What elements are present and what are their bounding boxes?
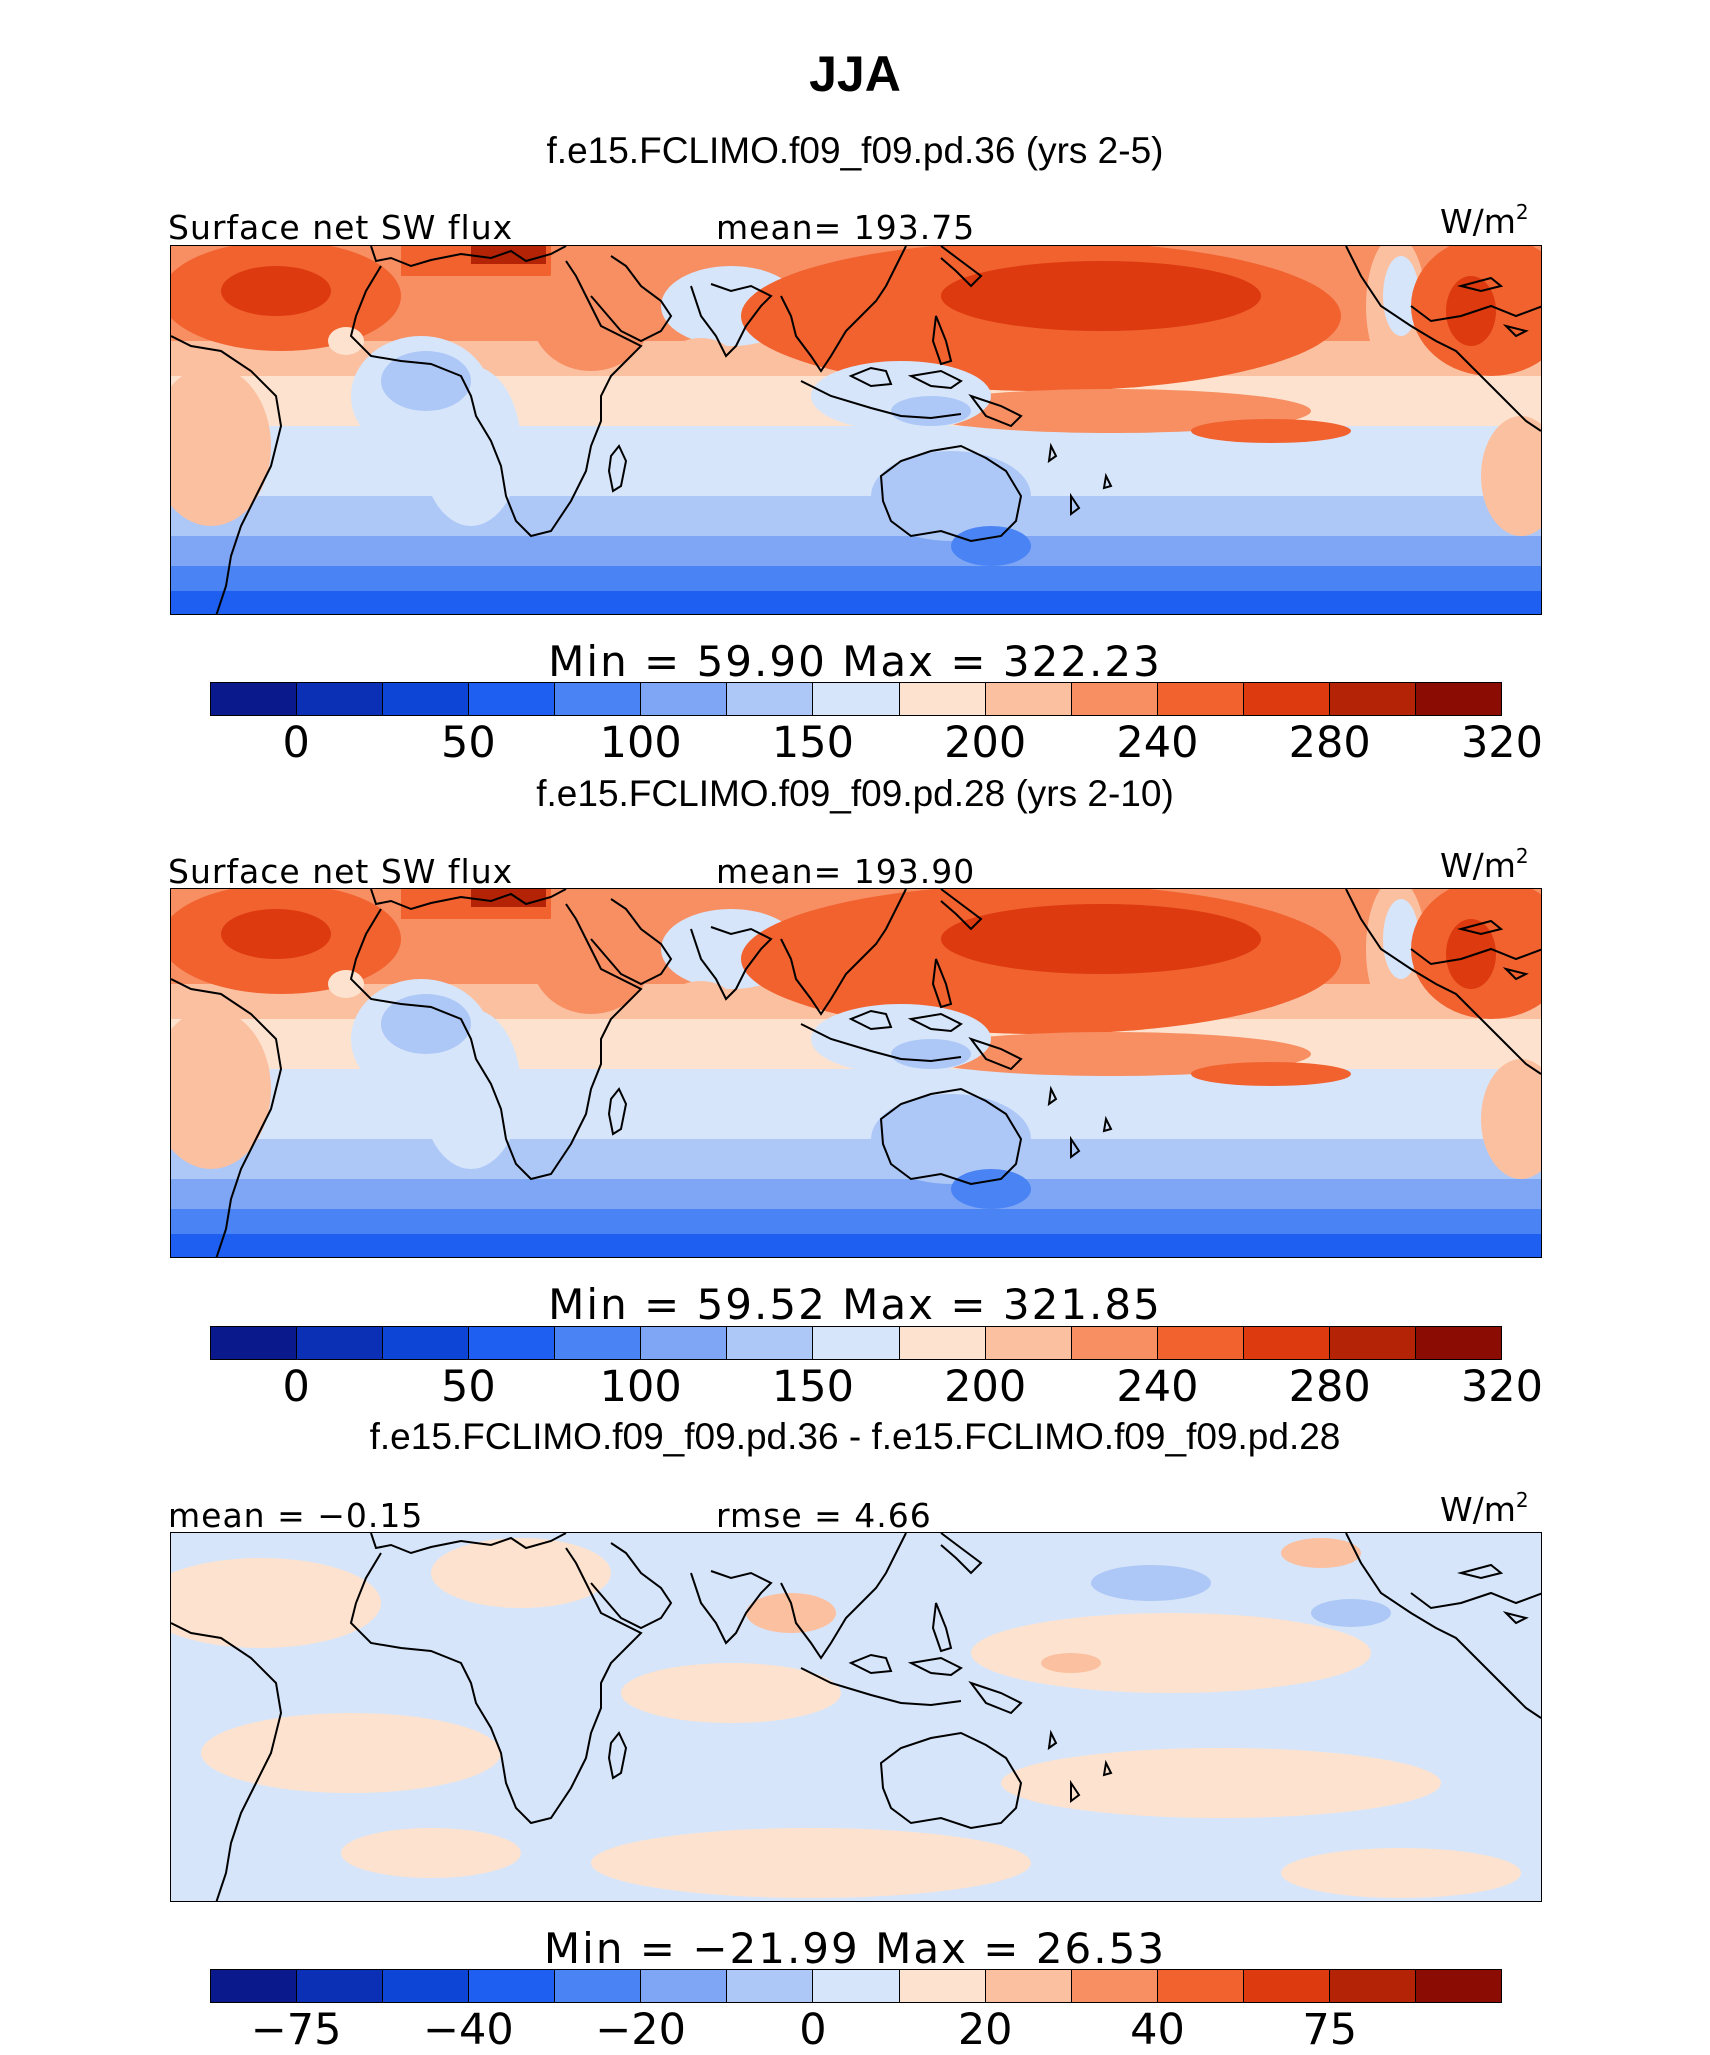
colorbar-cell (985, 1970, 1072, 2002)
panel3-rmse-label: rmse = 4.66 (716, 1496, 932, 1535)
colorbar-tick-label: 150 (771, 1362, 854, 1412)
colorbar-cell (297, 683, 384, 715)
colorbar-cell (1329, 1327, 1416, 1359)
colorbar-cell (1243, 1327, 1330, 1359)
panel1-colorbar (210, 682, 1502, 716)
colorbar-cell (985, 683, 1072, 715)
colorbar-cell (211, 1970, 298, 2002)
colorbar-tick-label: 0 (282, 718, 310, 768)
colorbar-tick-label: 280 (1288, 718, 1371, 768)
colorbar-cell (469, 1970, 556, 2002)
panel2-units: W/m2 (1440, 844, 1529, 885)
colorbar-cell (899, 1970, 986, 2002)
colorbar-cell (1243, 683, 1330, 715)
colorbar-cell (641, 1327, 728, 1359)
colorbar-cell (1071, 1327, 1158, 1359)
colorbar-cell (1243, 1970, 1330, 2002)
colorbar-cell (899, 683, 986, 715)
colorbar-cell (297, 1327, 384, 1359)
panel3-mean-label: mean = −0.15 (168, 1496, 424, 1535)
colorbar-cell (469, 1327, 556, 1359)
colorbar-tick-label: 150 (771, 718, 854, 768)
colorbar-tick-label: 200 (944, 718, 1027, 768)
colorbar-tick-label: 100 (599, 1362, 682, 1412)
panel2-variable-label: Surface net SW flux (168, 852, 514, 891)
colorbar-cell (1071, 683, 1158, 715)
colorbar-tick-label: 320 (1460, 1362, 1544, 1412)
colorbar-cell (727, 683, 814, 715)
colorbar-cell (383, 683, 470, 715)
colorbar-cell (211, 683, 298, 715)
panel1-units: W/m2 (1440, 200, 1529, 241)
colorbar-tick-label: 200 (944, 1362, 1027, 1412)
colorbar-cell (641, 683, 728, 715)
panel3-map-field (171, 1533, 1541, 1901)
colorbar-cell (1329, 683, 1416, 715)
panel2-mean-label: mean= 193.90 (716, 852, 976, 891)
colorbar-cell (1415, 1327, 1501, 1359)
colorbar-cell (1329, 1970, 1416, 2002)
colorbar-tick-label: 0 (282, 1362, 310, 1412)
colorbar-cell (469, 683, 556, 715)
panel3-units: W/m2 (1440, 1488, 1529, 1529)
colorbar-tick-label: 50 (441, 718, 496, 768)
colorbar-cell (813, 683, 900, 715)
panel1-mean-label: mean= 193.75 (716, 208, 976, 247)
colorbar-tick-label: 240 (1116, 718, 1199, 768)
colorbar-tick-label: 0 (799, 2005, 827, 2055)
colorbar-tick-label: −20 (595, 2005, 687, 2055)
panel2-minmax: Min = 59.52 Max = 321.85 (548, 1280, 1162, 1329)
colorbar-cell (1415, 1970, 1501, 2002)
colorbar-cell (211, 1327, 298, 1359)
colorbar-cell (555, 683, 642, 715)
colorbar-cell (727, 1327, 814, 1359)
colorbar-tick-label: 75 (1302, 2005, 1358, 2055)
colorbar-cell (985, 1327, 1072, 1359)
panel2-case-title: f.e15.FCLIMO.f09_f09.pd.28 (yrs 2-10) (536, 773, 1174, 814)
panel2-map (170, 888, 1542, 1258)
colorbar-cell (383, 1970, 470, 2002)
colorbar-cell (1071, 1970, 1158, 2002)
colorbar-tick-label: −75 (250, 2005, 342, 2055)
figure-title: JJA (809, 46, 901, 102)
colorbar-cell (1157, 1327, 1244, 1359)
colorbar-cell (813, 1327, 900, 1359)
colorbar-tick-label: 320 (1460, 718, 1544, 768)
colorbar-tick-label: 240 (1116, 1362, 1199, 1412)
panel2-map-field (171, 889, 1541, 1257)
colorbar-cell (1157, 683, 1244, 715)
panel1-map-field (171, 246, 1541, 614)
panel3-minmax: Min = −21.99 Max = 26.53 (543, 1924, 1167, 1973)
colorbar-cell (383, 1327, 470, 1359)
colorbar-cell (555, 1327, 642, 1359)
colorbar-cell (297, 1970, 384, 2002)
panel3-colorbar (210, 1969, 1502, 2003)
panel1-variable-label: Surface net SW flux (168, 208, 514, 247)
colorbar-cell (899, 1327, 986, 1359)
panel1-map (170, 245, 1542, 615)
colorbar-tick-label: 20 (957, 2005, 1013, 2055)
colorbar-cell (555, 1970, 642, 2002)
panel3-case-title: f.e15.FCLIMO.f09_f09.pd.36 - f.e15.FCLIM… (369, 1416, 1341, 1457)
panel3-map (170, 1532, 1542, 1902)
colorbar-tick-label: 40 (1130, 2005, 1185, 2055)
colorbar-tick-label: −40 (423, 2005, 514, 2055)
colorbar-cell (1157, 1970, 1244, 2002)
colorbar-cell (813, 1970, 900, 2002)
colorbar-tick-label: 100 (599, 718, 682, 768)
panel1-minmax: Min = 59.90 Max = 322.23 (548, 637, 1162, 686)
panel2-colorbar (210, 1326, 1502, 1360)
colorbar-tick-label: 50 (441, 1362, 496, 1412)
colorbar-cell (641, 1970, 728, 2002)
colorbar-cell (1415, 683, 1501, 715)
panel1-case-title: f.e15.FCLIMO.f09_f09.pd.36 (yrs 2-5) (546, 130, 1164, 171)
colorbar-cell (727, 1970, 814, 2002)
colorbar-tick-label: 280 (1288, 1362, 1371, 1412)
